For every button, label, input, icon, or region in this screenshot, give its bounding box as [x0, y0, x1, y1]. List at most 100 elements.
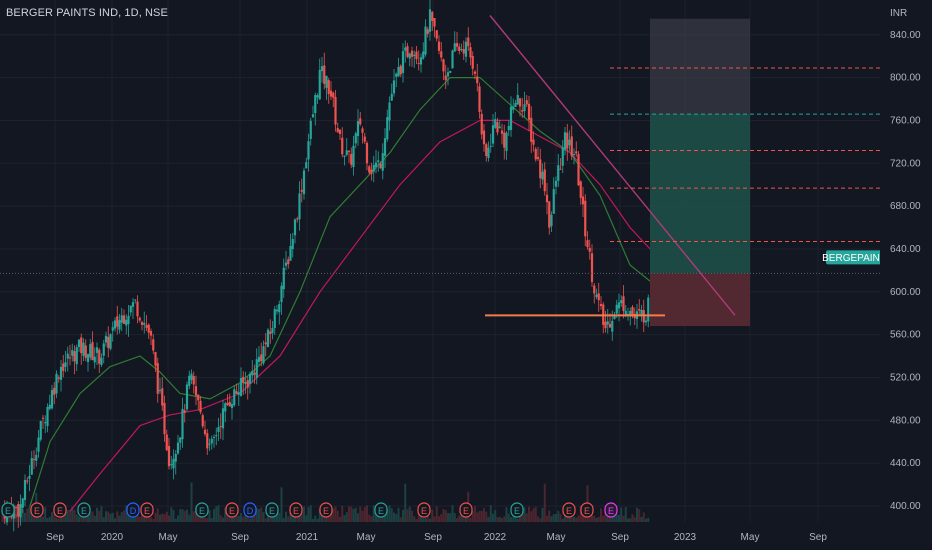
candle-body [129, 305, 132, 313]
candle-body [48, 404, 51, 409]
volume-bar [289, 513, 292, 522]
volume-bar [163, 514, 166, 522]
volume-bar [192, 511, 195, 522]
event-marker-label: E [514, 506, 520, 516]
candle-body [588, 247, 591, 252]
long-position-tool[interactable] [650, 18, 750, 327]
time-axis[interactable]: Sep 2020 May Sep 2021 May Sep 2022 May Sep 2023 May… [46, 532, 827, 543]
volume-bar [73, 509, 76, 522]
volume-bar [615, 514, 618, 522]
candle-body [275, 309, 279, 312]
price-axis[interactable]: 400.00 440.00 480.00 520.00 560.00 600.00 640.… [880, 0, 932, 550]
volume-bar [523, 507, 526, 522]
candle-body [446, 72, 450, 77]
volume-bar [415, 518, 418, 522]
candle-body [476, 76, 479, 84]
volume-bar [359, 506, 362, 522]
y-tick-label: 520.00 [890, 372, 921, 383]
volume-bar [343, 515, 346, 522]
candle-body [185, 384, 189, 410]
candle-body [338, 129, 342, 135]
candle-body [84, 345, 87, 358]
volume-bar [413, 516, 416, 522]
drawn-lines[interactable] [485, 15, 736, 317]
volume-bar [300, 513, 303, 522]
candle-body [543, 169, 546, 192]
candle-body [514, 102, 517, 107]
candle-body [19, 504, 22, 518]
candle-body [212, 436, 216, 438]
symbol-tag-label: BERGEPAINT [822, 253, 886, 264]
volume-bar [55, 517, 58, 522]
volume-bar [507, 513, 510, 522]
candle-body [219, 425, 222, 427]
candle-body [122, 315, 126, 324]
y-tick-label: 600.00 [890, 287, 921, 298]
volume-bar [548, 510, 551, 522]
event-marker [319, 502, 333, 518]
candle-body [401, 51, 405, 73]
volume-bar [516, 518, 519, 522]
event-marker [510, 502, 524, 518]
volume-bar [388, 505, 391, 522]
candle-body [548, 201, 551, 228]
volume-bar [251, 514, 254, 522]
volume-bar [174, 518, 177, 522]
volume-bar [591, 515, 593, 522]
candle-body [354, 133, 357, 144]
candle-body [478, 86, 481, 112]
candle-body [145, 325, 148, 328]
event-marker-label: D [247, 506, 254, 516]
candle-body [237, 392, 240, 395]
volume-bar [352, 508, 355, 522]
candle-body [532, 139, 535, 145]
volume-bar [429, 518, 431, 522]
candle-body [68, 357, 72, 359]
candle-body [599, 304, 603, 307]
volume-bar [28, 506, 31, 522]
y-tick-label: 640.00 [890, 244, 921, 255]
event-marker [243, 502, 257, 518]
volume-bar [498, 516, 501, 522]
candle-body [392, 80, 396, 94]
event-marker-label: E [144, 506, 150, 516]
candle-body [32, 458, 36, 460]
candle-body [593, 285, 596, 294]
volume-bar [631, 514, 634, 522]
candle-body [251, 371, 254, 376]
candle-body [586, 240, 589, 248]
event-marker [140, 502, 154, 518]
volume-bar [422, 518, 425, 522]
candle-body [611, 320, 614, 332]
volume-bar [235, 515, 238, 522]
volume-bar [143, 513, 146, 522]
event-marker [53, 502, 67, 518]
volume-bar [354, 507, 357, 522]
candle-body [311, 114, 315, 118]
candle-body [523, 104, 526, 111]
candle-body [149, 331, 153, 336]
volume-bar [528, 506, 530, 522]
candle-body [647, 297, 650, 322]
candle-body [224, 403, 227, 412]
candle-body [417, 63, 420, 65]
candle-body [86, 354, 90, 362]
volume-bar [336, 510, 339, 522]
volume-bar [530, 511, 533, 522]
candle-body [424, 26, 427, 55]
volume-bar [181, 509, 184, 522]
candle-body [386, 117, 389, 140]
volume-bar [118, 515, 121, 522]
x-tick-label: May [741, 532, 760, 543]
candle-body [570, 136, 573, 157]
volume-bar [30, 514, 33, 522]
volume-bar [449, 512, 452, 522]
event-marker [225, 502, 239, 518]
event-marker [562, 502, 576, 518]
volume-bar [123, 510, 125, 522]
candle-body [116, 316, 119, 327]
volume-bar [478, 510, 481, 522]
candle-body [356, 121, 360, 136]
